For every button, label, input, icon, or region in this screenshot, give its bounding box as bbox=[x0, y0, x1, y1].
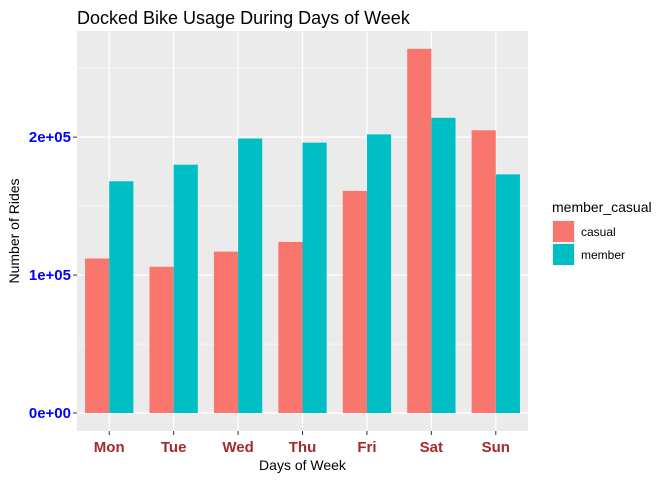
legend-label-member: member bbox=[581, 248, 625, 262]
x-tick-label: Tue bbox=[161, 439, 187, 456]
bar-casual-thu bbox=[278, 241, 303, 413]
bar-member-wed bbox=[238, 138, 263, 413]
y-axis-title: Number of Rides bbox=[6, 178, 22, 283]
legend-label-casual: casual bbox=[581, 225, 616, 239]
x-tick-label: Sat bbox=[420, 439, 443, 456]
bar-member-fri bbox=[366, 134, 392, 413]
bar-member-tue bbox=[173, 164, 198, 413]
x-tick-label: Sun bbox=[482, 439, 510, 456]
x-axis: Mon Tue Wed Thu Fri Sat Sun bbox=[94, 431, 510, 456]
y-tick-label: 1e+05 bbox=[29, 267, 71, 284]
y-tick-label: 0e+00 bbox=[29, 405, 71, 422]
legend-swatch-casual bbox=[553, 221, 574, 242]
bar-member-sun bbox=[495, 174, 520, 413]
x-tick-label: Thu bbox=[289, 439, 317, 456]
chart-title: Docked Bike Usage During Days of Week bbox=[77, 8, 411, 28]
y-tick-label: 2e+05 bbox=[29, 129, 71, 146]
x-tick-label: Wed bbox=[222, 439, 253, 456]
bar-member-thu bbox=[302, 142, 327, 414]
x-axis-title: Days of Week bbox=[259, 457, 347, 473]
bar-casual-sat bbox=[407, 48, 432, 414]
bar-casual-sun bbox=[471, 130, 496, 413]
bar-member-mon bbox=[109, 181, 134, 413]
bars bbox=[85, 48, 520, 414]
x-tick-label: Mon bbox=[94, 439, 125, 456]
bar-casual-mon bbox=[85, 258, 110, 413]
legend: member_casual casual member bbox=[552, 199, 652, 266]
y-axis: 0e+00 1e+05 2e+05 bbox=[29, 129, 77, 422]
bar-casual-wed bbox=[213, 251, 239, 413]
legend-swatch-member bbox=[553, 244, 574, 265]
bar-casual-fri bbox=[342, 190, 367, 413]
legend-title: member_casual bbox=[552, 199, 652, 215]
bar-member-sat bbox=[431, 117, 456, 414]
bar-casual-tue bbox=[149, 266, 174, 413]
x-tick-label: Fri bbox=[357, 439, 376, 456]
